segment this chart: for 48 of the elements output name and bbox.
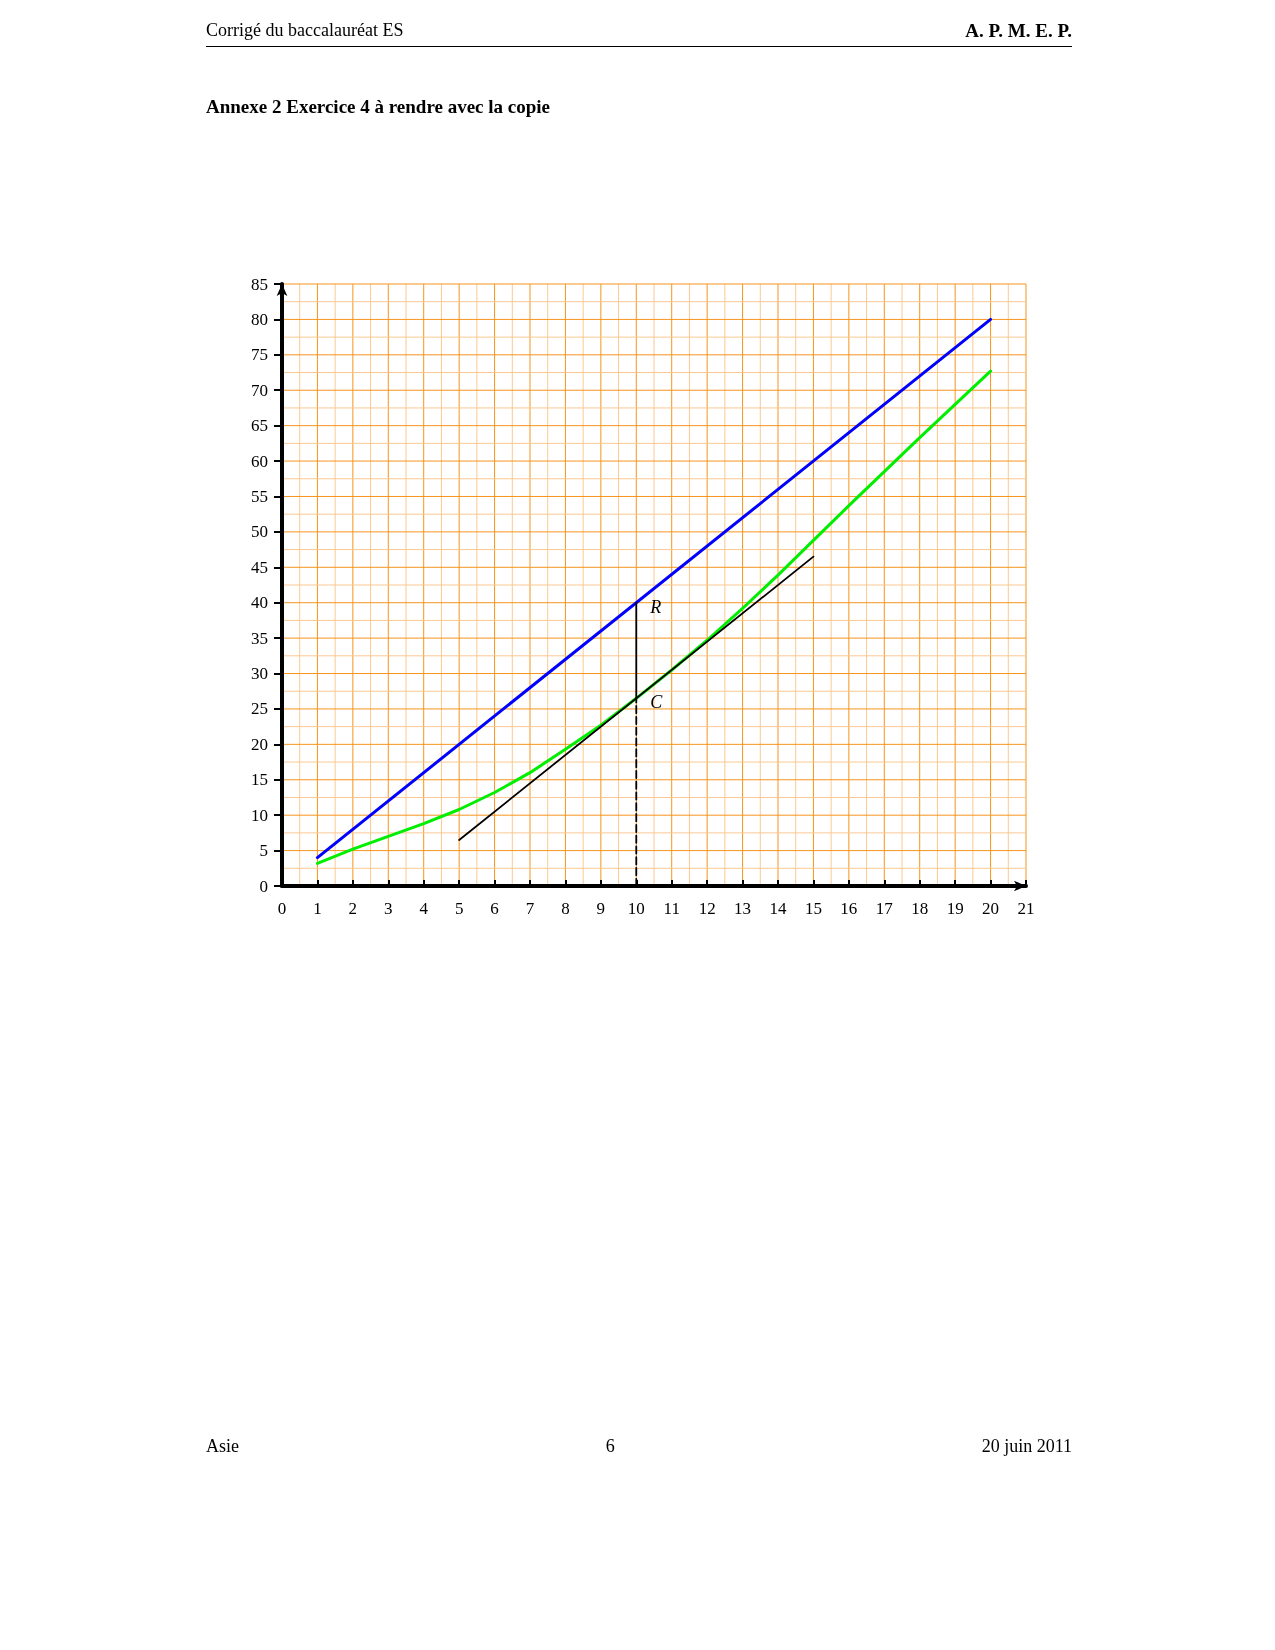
x-tick-label: 10 — [627, 899, 645, 918]
y-tick-label: 35 — [251, 628, 268, 648]
x-tick-label: 1 — [313, 899, 322, 918]
x-tick-label: 5 — [454, 899, 464, 918]
y-tick-label: 0 — [259, 876, 268, 896]
annotation: C — [650, 692, 664, 713]
x-tick-label: 17 — [875, 899, 894, 918]
text: Asie — [206, 1436, 239, 1458]
x-tick-label: 6 — [490, 899, 499, 918]
y-tick-label: 85 — [251, 274, 268, 294]
y-tick-label: 55 — [251, 486, 268, 506]
x-tick-label: 7 — [525, 899, 535, 918]
y-tick-label: 60 — [251, 451, 268, 471]
chart-title: Annexe 2 Exercice 4 à rendre avec la copie — [206, 96, 551, 118]
y-tick-label: 20 — [251, 734, 268, 754]
y-tick-label: 50 — [251, 522, 268, 542]
y-tick-label: 5 — [259, 841, 268, 861]
x-tick-label: 18 — [911, 899, 929, 918]
x-tick-label: 20 — [982, 899, 1000, 918]
x-tick-label: 21 — [1017, 899, 1035, 918]
y-tick-label: 65 — [251, 416, 268, 436]
y-tick-label: 40 — [251, 593, 268, 613]
x-tick-label: 16 — [840, 899, 858, 918]
y-tick-label: 70 — [251, 380, 268, 400]
x-tick-label: 14 — [769, 899, 787, 918]
y-tick-label: 75 — [251, 345, 268, 365]
x-tick-label: 8 — [561, 899, 570, 918]
y-tick-label: 25 — [251, 699, 268, 719]
text: A. P. M. E. P. — [965, 20, 1072, 42]
x-tick-label: 15 — [804, 899, 822, 918]
x-tick-label: 0 — [277, 899, 287, 918]
x-tick-label: 19 — [946, 899, 964, 918]
text: Corrigé du baccalauréat ES — [206, 20, 404, 41]
text: 20 juin 2011 — [981, 1436, 1072, 1458]
x-tick-label: 13 — [734, 899, 752, 918]
y-tick-label: 10 — [251, 805, 268, 825]
text: 6 — [605, 1436, 615, 1458]
x-tick-label: 9 — [596, 899, 606, 918]
y-tick-label: 30 — [251, 664, 268, 684]
x-tick-label: 12 — [698, 899, 716, 918]
y-tick-label: 80 — [251, 309, 268, 329]
x-tick-label: 3 — [384, 899, 393, 918]
y-tick-label: 45 — [251, 557, 268, 577]
x-tick-label: 11 — [663, 899, 680, 918]
y-tick-label: 15 — [251, 770, 268, 790]
x-tick-label: 4 — [419, 899, 429, 918]
annotation: R — [649, 596, 662, 617]
x-tick-label: 2 — [348, 899, 358, 918]
